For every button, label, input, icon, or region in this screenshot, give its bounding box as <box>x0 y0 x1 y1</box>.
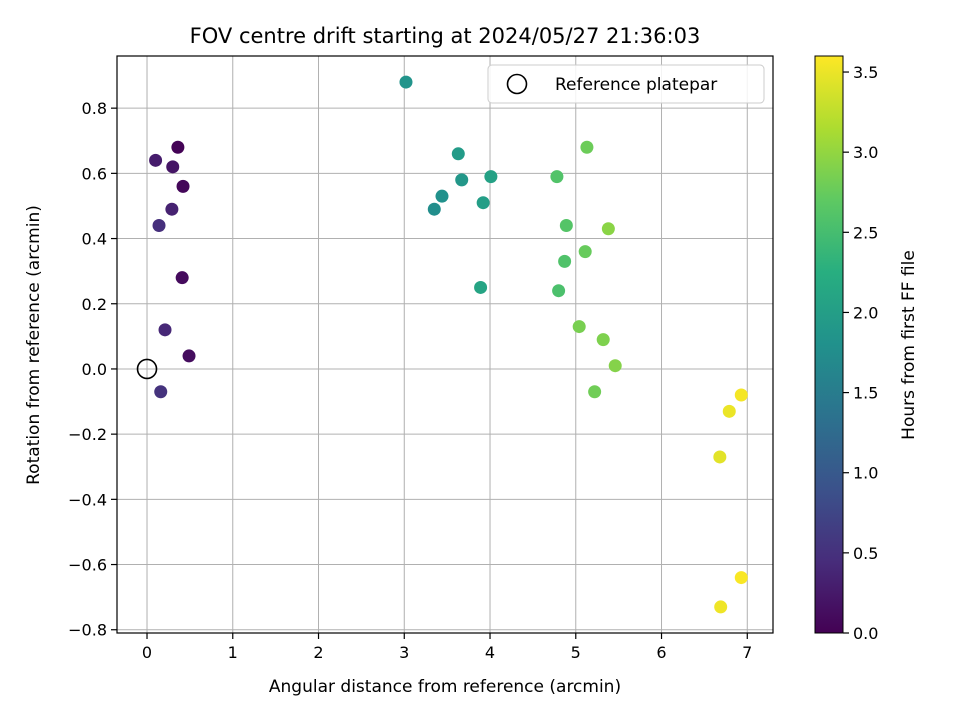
legend-box <box>487 64 765 104</box>
x-axis-label: Angular distance from reference (arcmin) <box>269 677 621 697</box>
data-point <box>596 333 610 347</box>
colorbar-label: Hours from first FF file <box>899 250 919 440</box>
x-tick-label: 4 <box>485 643 495 662</box>
legend-label: Reference platepar <box>555 75 717 95</box>
data-point <box>572 320 586 334</box>
data-point <box>455 173 469 187</box>
data-points <box>149 75 748 614</box>
grid <box>117 56 773 633</box>
y-tick-label: 0.6 <box>82 164 107 183</box>
data-point <box>451 147 465 161</box>
colorbar-tick-label: 1.5 <box>853 384 878 403</box>
x-tick-label: 0 <box>142 643 152 662</box>
data-point <box>580 140 594 154</box>
data-point <box>175 271 189 285</box>
data-point <box>474 280 488 294</box>
data-point <box>435 189 449 203</box>
reference-layer <box>136 358 158 380</box>
data-point <box>550 170 564 184</box>
colorbar <box>814 55 844 634</box>
x-tick-label: 6 <box>656 643 666 662</box>
y-tick-label: 0.0 <box>82 360 107 379</box>
colorbar-tick-label: 3.5 <box>853 63 878 82</box>
x-tick-label: 7 <box>742 643 752 662</box>
legend-marker <box>506 73 528 95</box>
chart-title: FOV centre drift starting at 2024/05/27 … <box>190 24 701 48</box>
data-point <box>558 254 572 268</box>
y-axis-ticks: −0.8 −0.6 −0.4 −0.2 0.0 0.2 0.4 0.6 0.8 <box>68 99 117 640</box>
data-point <box>176 179 190 193</box>
data-point <box>714 600 728 614</box>
data-point <box>171 140 185 154</box>
data-point <box>552 284 566 298</box>
data-point <box>166 160 180 174</box>
y-tick-label: 0.4 <box>82 230 107 249</box>
data-point <box>476 196 490 210</box>
data-point <box>578 245 592 259</box>
colorbar-tick-label: 3.0 <box>853 143 878 162</box>
x-tick-label: 1 <box>228 643 238 662</box>
data-point <box>182 349 196 363</box>
y-tick-label: −0.2 <box>68 425 107 444</box>
colorbar-tick-label: 0.5 <box>853 544 878 563</box>
data-point <box>734 571 748 585</box>
y-axis-label: Rotation from reference (arcmin) <box>24 205 44 485</box>
data-point <box>559 219 573 233</box>
data-point <box>165 202 179 216</box>
data-point <box>484 170 498 184</box>
x-tick-label: 3 <box>399 643 409 662</box>
colorbar-tick-label: 0.0 <box>853 624 878 643</box>
reference-marker <box>136 358 158 380</box>
legend: Reference platepar <box>487 64 765 104</box>
data-point <box>588 385 602 399</box>
y-tick-label: −0.4 <box>68 490 107 509</box>
y-tick-label: −0.8 <box>68 621 107 640</box>
data-point <box>601 222 615 236</box>
x-axis-ticks: 0 1 2 3 4 5 6 7 <box>142 633 752 662</box>
y-tick-label: 0.8 <box>82 99 107 118</box>
data-point <box>427 202 441 216</box>
x-tick-label: 2 <box>313 643 323 662</box>
plot-frame <box>116 55 774 634</box>
data-point <box>152 219 166 233</box>
data-point <box>713 450 727 464</box>
data-point <box>149 153 163 167</box>
data-point <box>399 75 413 89</box>
data-point <box>734 388 748 402</box>
data-point <box>158 323 172 337</box>
y-tick-label: 0.2 <box>82 295 107 314</box>
data-point <box>608 359 622 373</box>
colorbar-tick-label: 2.0 <box>853 303 878 322</box>
data-point <box>722 404 736 418</box>
colorbar-ticks: 0.0 0.5 1.0 1.5 2.0 2.5 3.0 3.5 <box>843 63 878 643</box>
x-tick-label: 5 <box>571 643 581 662</box>
colorbar-tick-label: 2.5 <box>853 223 878 242</box>
data-point <box>154 385 168 399</box>
colorbar-tick-label: 1.0 <box>853 464 878 483</box>
y-tick-label: −0.6 <box>68 556 107 575</box>
